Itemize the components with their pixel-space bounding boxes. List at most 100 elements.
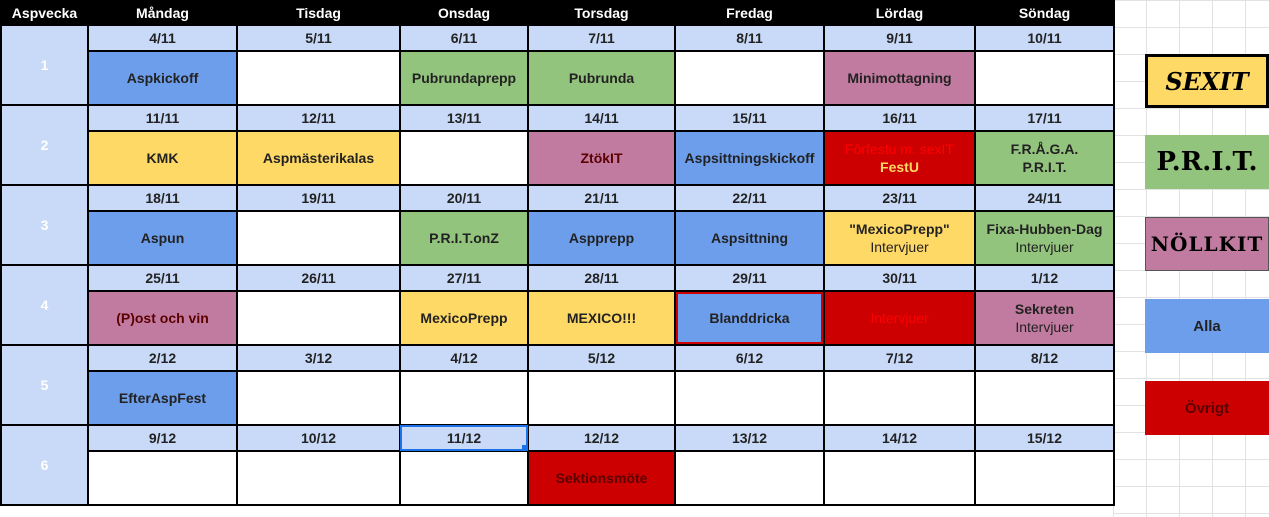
event-cell[interactable]: Fixa-Hubben-Dag Intervjuer xyxy=(974,210,1115,266)
date-cell[interactable]: 6/12 xyxy=(674,344,825,372)
fill-handle[interactable] xyxy=(522,445,526,449)
week-number-cell[interactable]: 4 xyxy=(0,264,89,346)
empty-event-cell[interactable] xyxy=(236,370,401,426)
sexit-logo[interactable]: SEXIT xyxy=(1145,54,1269,108)
event-cell[interactable]: Sektionsmöte xyxy=(527,450,676,506)
week-number-cell[interactable]: 1 xyxy=(0,24,89,106)
date-cell[interactable]: 12/11 xyxy=(236,104,401,132)
date-cell[interactable]: 1/12 xyxy=(974,264,1115,292)
date-cell[interactable]: 27/11 xyxy=(399,264,529,292)
empty-event-cell[interactable] xyxy=(974,370,1115,426)
date-cell[interactable]: 10/12 xyxy=(236,424,401,452)
day-header-thursday[interactable]: Torsdag xyxy=(527,0,676,26)
date-cell[interactable]: 29/11 xyxy=(674,264,825,292)
date-cell[interactable]: 23/11 xyxy=(823,184,976,212)
date-cell[interactable]: 17/11 xyxy=(974,104,1115,132)
date-cell[interactable]: 8/12 xyxy=(974,344,1115,372)
empty-event-cell[interactable] xyxy=(399,130,529,186)
date-cell[interactable]: 7/11 xyxy=(527,24,676,52)
date-cell[interactable]: 4/12 xyxy=(399,344,529,372)
legend-alla[interactable]: Alla xyxy=(1145,299,1269,353)
week-column-header[interactable]: Aspvecka xyxy=(0,0,89,26)
event-cell[interactable]: Pubrundaprepp xyxy=(399,50,529,106)
nollkit-logo[interactable]: NÖLLKIT xyxy=(1145,217,1269,271)
empty-event-cell[interactable] xyxy=(823,370,976,426)
day-header-monday[interactable]: Måndag xyxy=(87,0,238,26)
day-header-friday[interactable]: Fredag xyxy=(674,0,825,26)
date-cell[interactable]: 13/11 xyxy=(399,104,529,132)
event-cell[interactable]: KMK xyxy=(87,130,238,186)
empty-event-cell[interactable] xyxy=(823,450,976,506)
date-cell[interactable]: 25/11 xyxy=(87,264,238,292)
event-cell[interactable]: (P)ost och vin xyxy=(87,290,238,346)
date-cell[interactable]: 2/12 xyxy=(87,344,238,372)
empty-event-cell[interactable] xyxy=(527,370,676,426)
date-cell[interactable]: 6/11 xyxy=(399,24,529,52)
date-cell[interactable]: 14/11 xyxy=(527,104,676,132)
event-cell[interactable]: Minimottagning xyxy=(823,50,976,106)
date-cell[interactable]: 18/11 xyxy=(87,184,238,212)
event-cell[interactable]: Aspsittningskickoff xyxy=(674,130,825,186)
week-number-cell[interactable]: 2 xyxy=(0,104,89,186)
day-header-saturday[interactable]: Lördag xyxy=(823,0,976,26)
date-cell[interactable]: 19/11 xyxy=(236,184,401,212)
date-cell[interactable]: 14/12 xyxy=(823,424,976,452)
empty-event-cell[interactable] xyxy=(674,450,825,506)
date-cell[interactable]: 12/12 xyxy=(527,424,676,452)
date-cell[interactable]: 26/11 xyxy=(236,264,401,292)
date-cell[interactable]: 9/12 xyxy=(87,424,238,452)
event-cell[interactable]: Aspprepp xyxy=(527,210,676,266)
week-number-cell[interactable]: 3 xyxy=(0,184,89,266)
empty-event-cell[interactable] xyxy=(87,450,238,506)
date-cell[interactable]: 15/11 xyxy=(674,104,825,132)
date-cell[interactable]: 16/11 xyxy=(823,104,976,132)
event-cell[interactable]: Förfestu m. sexIT FestU xyxy=(823,130,976,186)
empty-event-cell[interactable] xyxy=(399,450,529,506)
date-cell[interactable]: 9/11 xyxy=(823,24,976,52)
date-cell[interactable]: 10/11 xyxy=(974,24,1115,52)
date-cell[interactable]: 3/12 xyxy=(236,344,401,372)
empty-event-cell[interactable] xyxy=(236,210,401,266)
event-cell[interactable]: P.R.I.T.onZ xyxy=(399,210,529,266)
week-number-cell[interactable]: 6 xyxy=(0,424,89,506)
date-cell[interactable]: 20/11 xyxy=(399,184,529,212)
event-cell[interactable]: Aspsittning xyxy=(674,210,825,266)
empty-event-cell[interactable] xyxy=(236,50,401,106)
event-cell[interactable]: MEXICO!!! xyxy=(527,290,676,346)
date-cell[interactable]: 5/12 xyxy=(527,344,676,372)
date-cell[interactable]: 24/11 xyxy=(974,184,1115,212)
event-cell[interactable]: Blanddricka xyxy=(674,290,825,346)
empty-event-cell[interactable] xyxy=(674,370,825,426)
week-number-cell[interactable]: 5 xyxy=(0,344,89,426)
event-cell[interactable]: ZtökIT xyxy=(527,130,676,186)
day-header-wednesday[interactable]: Onsdag xyxy=(399,0,529,26)
event-cell[interactable]: Pubrunda xyxy=(527,50,676,106)
date-cell[interactable]: 13/12 xyxy=(674,424,825,452)
event-cell[interactable]: "MexicoPrepp" Intervjuer xyxy=(823,210,976,266)
empty-event-cell[interactable] xyxy=(674,50,825,106)
empty-event-cell[interactable] xyxy=(236,450,401,506)
selected-date-cell[interactable]: 11/12 xyxy=(399,424,529,452)
date-cell[interactable]: 22/11 xyxy=(674,184,825,212)
event-cell[interactable]: F.R.Å.G.A. P.R.I.T. xyxy=(974,130,1115,186)
date-cell[interactable]: 30/11 xyxy=(823,264,976,292)
date-cell[interactable]: 28/11 xyxy=(527,264,676,292)
legend-ovrigt[interactable]: Övrigt xyxy=(1145,381,1269,435)
empty-event-cell[interactable] xyxy=(399,370,529,426)
prit-logo[interactable]: P.R.I.T. xyxy=(1145,135,1269,189)
date-cell[interactable]: 11/11 xyxy=(87,104,238,132)
day-header-tuesday[interactable]: Tisdag xyxy=(236,0,401,26)
event-cell[interactable]: Aspkickoff xyxy=(87,50,238,106)
date-cell[interactable]: 21/11 xyxy=(527,184,676,212)
date-cell[interactable]: 5/11 xyxy=(236,24,401,52)
empty-event-cell[interactable] xyxy=(236,290,401,346)
empty-event-cell[interactable] xyxy=(974,450,1115,506)
event-cell[interactable]: Sekreten Intervjuer xyxy=(974,290,1115,346)
event-cell[interactable]: Intervjuer xyxy=(823,290,976,346)
date-cell[interactable]: 15/12 xyxy=(974,424,1115,452)
event-cell[interactable]: EfterAspFest xyxy=(87,370,238,426)
empty-event-cell[interactable] xyxy=(974,50,1115,106)
event-cell[interactable]: Aspun xyxy=(87,210,238,266)
event-cell[interactable]: Aspmästerikalas xyxy=(236,130,401,186)
date-cell[interactable]: 7/12 xyxy=(823,344,976,372)
